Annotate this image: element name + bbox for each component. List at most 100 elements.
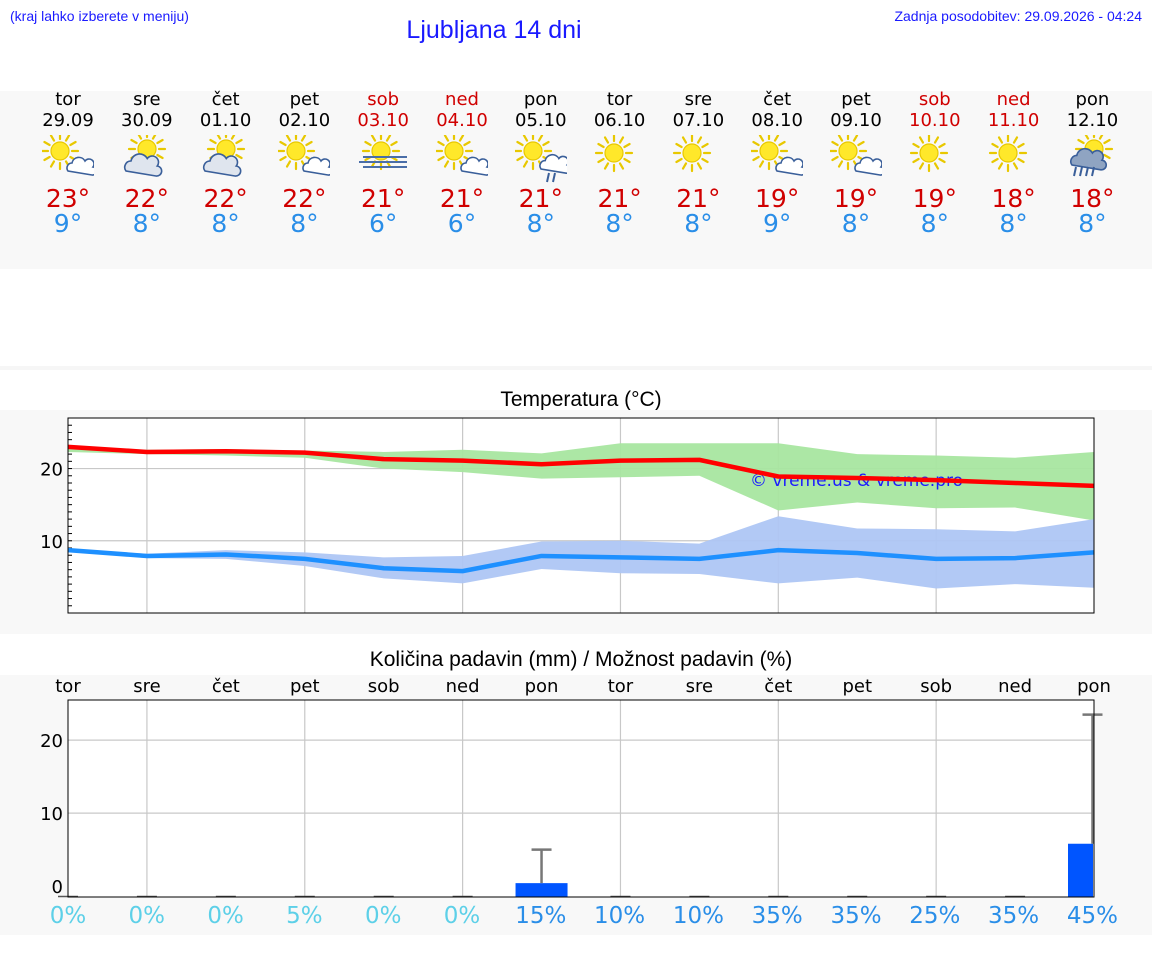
- cloud-sun-icon: [123, 135, 166, 177]
- precip-bar: [515, 883, 568, 897]
- day-name: pet: [841, 89, 871, 110]
- sun-fog-icon: [359, 135, 408, 171]
- day-name: tor: [606, 89, 633, 110]
- day-column: tor 29.09 23° 9°: [28, 89, 108, 238]
- max-temperature: 21°: [597, 184, 642, 213]
- min-range-band: [68, 516, 1094, 589]
- max-temperature: 22°: [203, 184, 248, 213]
- day-column: tor 06.10 21° 8°: [580, 89, 660, 238]
- min-temperature-line: [67, 547, 1095, 574]
- day-label: ned: [998, 676, 1032, 697]
- precip-probability: 0%: [364, 903, 402, 929]
- cloud-shape: [202, 153, 242, 177]
- day-date: 05.10: [515, 110, 567, 131]
- day-label: pet: [290, 676, 320, 697]
- day-label: ned: [446, 676, 480, 697]
- min-temperature: 9°: [762, 209, 792, 238]
- cloud-shape: [460, 156, 488, 176]
- sun-cloud-icon: [278, 135, 331, 176]
- day-column: čet 01.10 22° 8°: [186, 89, 266, 238]
- location-menu-hint[interactable]: (kraj lahko izberete v meniju): [10, 8, 189, 24]
- day-date: 10.10: [909, 110, 961, 131]
- cloud-shape: [854, 156, 882, 176]
- min-temperature: 8°: [290, 209, 319, 238]
- day-date: 12.10: [1066, 110, 1119, 131]
- cloud-sun-rain-icon: [1070, 135, 1114, 177]
- min-temperature: 8°: [999, 209, 1028, 238]
- day-label: čet: [212, 676, 240, 697]
- day-name: pon: [523, 89, 558, 110]
- sun-icon: [988, 135, 1027, 173]
- day-name: sre: [684, 89, 713, 110]
- day-column: pon 12.10 18° 8°: [1052, 89, 1132, 238]
- min-temperature: 8°: [605, 209, 634, 238]
- y-tick-label: 10: [40, 804, 63, 825]
- sun-shape: [988, 135, 1027, 173]
- precip-probability: 0%: [49, 903, 87, 929]
- rain-line: [1091, 166, 1096, 177]
- max-range-band: [68, 443, 1094, 521]
- min-temperature: 8°: [132, 209, 161, 238]
- day-name: ned: [996, 89, 1031, 110]
- cloud-shape: [302, 156, 331, 176]
- day-label: pet: [842, 676, 872, 697]
- day-name: pet: [289, 89, 320, 110]
- min-temperature: 8°: [211, 209, 240, 238]
- day-name: sob: [367, 89, 400, 110]
- max-temperature: 22°: [124, 184, 169, 213]
- day-date: 04.10: [436, 110, 488, 131]
- day-date: 09.10: [830, 110, 882, 131]
- divider: [0, 366, 1152, 370]
- day-date: 03.10: [357, 110, 409, 131]
- sun-icon: [594, 135, 633, 173]
- precip-probability: 45%: [1066, 903, 1118, 929]
- sun-shape: [673, 135, 712, 173]
- sun-icon: [909, 135, 948, 173]
- min-temperature: 6°: [447, 209, 477, 238]
- y-tick-label: 20: [40, 731, 63, 752]
- plot-frame: [67, 699, 1095, 898]
- day-label: tor: [608, 676, 634, 697]
- day-label: čet: [764, 676, 792, 697]
- min-temperature: 8°: [684, 209, 713, 238]
- day-date: 30.09: [121, 110, 173, 131]
- plot-frame: [67, 417, 1095, 614]
- min-temperature: 8°: [841, 209, 871, 238]
- sun-icon: [673, 135, 712, 173]
- plot-area: [68, 700, 1094, 897]
- sun-cloud-icon: [42, 135, 94, 176]
- day-name: sre: [133, 89, 161, 110]
- drizzle-line: [551, 172, 556, 183]
- y-tick-label: 0: [52, 877, 63, 898]
- precipitation-chart-title: Količina padavin (mm) / Možnost padavin …: [369, 648, 793, 671]
- precipitation-chart: tor sre čet pet sob ned pon tor sre čet pet sob ned p…: [40, 676, 1111, 898]
- day-date: 06.10: [593, 110, 646, 131]
- rain-line: [1073, 166, 1078, 177]
- day-name: tor: [55, 89, 81, 110]
- day-date: 11.10: [987, 110, 1040, 131]
- sun-shape: [830, 135, 868, 171]
- precip-probability: 10%: [594, 903, 646, 929]
- day-label: tor: [55, 676, 81, 697]
- max-temperature: 22°: [282, 184, 327, 213]
- rain-line: [1079, 166, 1084, 177]
- sun-cloud-drizzle-icon: [514, 135, 567, 183]
- precip-probability: 15%: [515, 903, 567, 929]
- sun-shape: [42, 135, 80, 171]
- day-column: sob 03.10 21° 6°: [343, 89, 423, 238]
- day-label: sob: [920, 676, 952, 697]
- day-date: 07.10: [672, 110, 725, 131]
- day-label: pon: [525, 676, 559, 697]
- day-name: čet: [763, 89, 792, 110]
- day-column: sre 07.10 21° 8°: [658, 89, 738, 238]
- y-tick-label: 20: [40, 460, 63, 481]
- day-label: sre: [133, 676, 160, 697]
- precip-probability: 5%: [286, 903, 323, 929]
- day-column: pet 09.10 19° 8°: [816, 89, 896, 238]
- day-label: sre: [686, 676, 713, 697]
- day-column: pet 02.10 22° 8°: [264, 89, 344, 238]
- day-column: sob 10.10 19° 8°: [895, 89, 975, 238]
- precip-probability: 0%: [207, 903, 244, 929]
- day-label: pon: [1077, 676, 1111, 697]
- day-column: ned 11.10 18° 8°: [974, 89, 1054, 238]
